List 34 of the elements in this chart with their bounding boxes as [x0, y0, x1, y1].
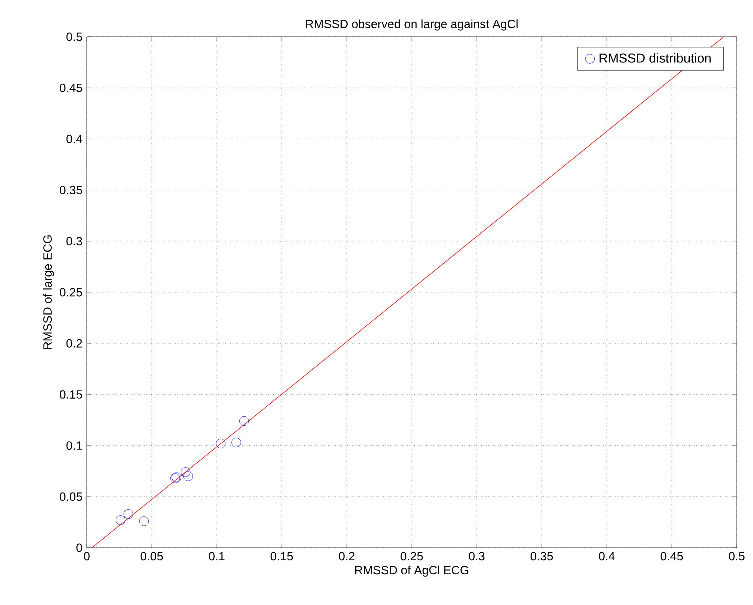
x-tick-label: 0.35	[530, 552, 554, 561]
legend-label: RMSSD distribution	[600, 53, 711, 63]
y-tick-label: 0.4	[66, 134, 82, 144]
point	[232, 438, 242, 448]
x-tick-label: 0.5	[729, 552, 745, 561]
y-tick-label: 0.15	[60, 390, 82, 399]
x-tick-label: 0	[84, 552, 90, 561]
y-tick-label: 0.5	[66, 32, 82, 42]
point	[184, 472, 194, 482]
x-tick-label: 0.05	[140, 552, 164, 561]
x-tick-label: 0.3	[469, 552, 485, 561]
y-tick-label: 0.1	[66, 442, 82, 450]
point	[216, 438, 226, 449]
x-tick-label: 0.45	[660, 552, 684, 561]
point	[124, 509, 134, 520]
point	[240, 416, 250, 426]
x-tick-label: 0.2	[339, 552, 355, 561]
x-tick-label: 0.1	[209, 552, 225, 561]
y-tick-label: 0.35	[60, 186, 82, 195]
point	[139, 516, 149, 526]
y-tick-label: 0.25	[60, 288, 82, 297]
y-tick-label: 0.05	[60, 492, 82, 502]
x-axis-title: RMSSD of AgCl ECG	[356, 566, 469, 577]
x-tick-label: 0.15	[270, 552, 294, 561]
chart-title: RMSSD observed on large against AgCl	[306, 20, 518, 31]
point	[181, 468, 191, 478]
y-axis-title: RMSSD of large ECG	[43, 236, 54, 350]
y-tick-label: 0	[76, 544, 82, 552]
y-tick-label: 0.45	[60, 84, 82, 92]
x-tick-label: 0.4	[599, 552, 615, 561]
x-tick-label: 0.25	[400, 552, 424, 561]
y-tick-label: 0.3	[66, 237, 82, 246]
y-tick-label: 0.2	[66, 339, 82, 348]
point	[116, 516, 126, 526]
